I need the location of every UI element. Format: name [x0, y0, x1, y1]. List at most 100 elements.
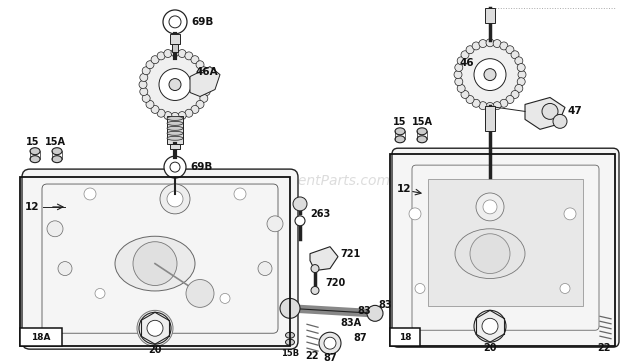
- Circle shape: [171, 112, 179, 120]
- Bar: [485, 8, 495, 23]
- Text: 263: 263: [310, 209, 330, 219]
- Circle shape: [479, 40, 487, 48]
- Circle shape: [139, 312, 171, 344]
- Circle shape: [455, 78, 463, 86]
- Text: 87: 87: [323, 353, 337, 363]
- Circle shape: [164, 156, 186, 178]
- Circle shape: [367, 305, 383, 321]
- Ellipse shape: [167, 131, 183, 135]
- Circle shape: [457, 84, 465, 92]
- Ellipse shape: [30, 148, 40, 155]
- Circle shape: [258, 262, 272, 276]
- FancyBboxPatch shape: [392, 148, 619, 347]
- Circle shape: [191, 56, 199, 64]
- Text: 721: 721: [340, 249, 360, 259]
- Circle shape: [474, 310, 506, 342]
- Circle shape: [151, 56, 159, 64]
- Circle shape: [461, 51, 469, 59]
- Circle shape: [311, 265, 319, 273]
- Bar: [170, 34, 180, 44]
- Text: ReplacementParts.com: ReplacementParts.com: [229, 174, 391, 188]
- Circle shape: [560, 284, 570, 293]
- Circle shape: [146, 61, 154, 69]
- Circle shape: [267, 216, 283, 232]
- Circle shape: [486, 102, 494, 110]
- Circle shape: [167, 191, 183, 207]
- Circle shape: [457, 57, 465, 65]
- Text: 22: 22: [597, 343, 611, 353]
- Circle shape: [200, 67, 208, 75]
- Circle shape: [472, 99, 480, 107]
- Circle shape: [142, 67, 150, 75]
- Circle shape: [133, 242, 177, 285]
- Bar: [20, 177, 290, 346]
- Text: 69B: 69B: [190, 162, 213, 172]
- Circle shape: [517, 64, 525, 71]
- Ellipse shape: [30, 156, 40, 163]
- Text: 47: 47: [567, 106, 582, 116]
- Circle shape: [474, 59, 506, 91]
- Circle shape: [140, 88, 148, 96]
- Ellipse shape: [167, 121, 183, 125]
- Circle shape: [500, 42, 508, 50]
- Circle shape: [171, 49, 179, 57]
- Text: 12: 12: [25, 202, 40, 212]
- Ellipse shape: [285, 332, 294, 338]
- Circle shape: [409, 208, 421, 220]
- Text: 15: 15: [393, 117, 407, 127]
- Circle shape: [143, 53, 207, 116]
- Circle shape: [517, 78, 525, 86]
- Circle shape: [185, 52, 193, 60]
- Bar: [485, 106, 495, 131]
- Circle shape: [139, 80, 147, 88]
- Circle shape: [164, 50, 172, 58]
- Circle shape: [196, 100, 204, 108]
- Circle shape: [542, 103, 558, 119]
- Text: 12: 12: [397, 184, 412, 194]
- Ellipse shape: [52, 148, 62, 155]
- Text: 46A: 46A: [196, 67, 219, 76]
- Circle shape: [415, 284, 425, 293]
- Bar: [428, 179, 583, 306]
- Circle shape: [146, 100, 154, 108]
- Circle shape: [169, 79, 181, 91]
- Circle shape: [564, 208, 576, 220]
- Circle shape: [47, 221, 63, 237]
- Text: 15A: 15A: [45, 137, 66, 147]
- Circle shape: [280, 298, 300, 318]
- Circle shape: [203, 80, 211, 88]
- Circle shape: [461, 91, 469, 98]
- Text: 46: 46: [460, 58, 475, 68]
- Ellipse shape: [417, 128, 427, 135]
- Circle shape: [515, 84, 523, 92]
- Circle shape: [137, 310, 173, 346]
- Circle shape: [164, 112, 172, 119]
- Ellipse shape: [417, 136, 427, 143]
- Circle shape: [163, 10, 187, 34]
- Circle shape: [178, 50, 186, 58]
- Text: 15B: 15B: [281, 349, 299, 357]
- Text: 83: 83: [357, 306, 371, 316]
- Circle shape: [196, 61, 204, 69]
- Bar: [172, 44, 178, 52]
- Text: 20: 20: [483, 343, 497, 353]
- Circle shape: [295, 216, 305, 226]
- Text: 720: 720: [325, 278, 345, 289]
- Ellipse shape: [167, 136, 183, 140]
- Circle shape: [311, 286, 319, 294]
- Circle shape: [169, 16, 181, 28]
- Circle shape: [95, 289, 105, 298]
- Circle shape: [466, 95, 474, 103]
- Circle shape: [458, 43, 522, 106]
- Circle shape: [185, 109, 193, 117]
- Circle shape: [157, 109, 165, 117]
- Circle shape: [293, 197, 307, 211]
- Circle shape: [186, 280, 214, 307]
- Polygon shape: [525, 98, 565, 129]
- Circle shape: [160, 184, 190, 214]
- Circle shape: [483, 200, 497, 214]
- Text: 22: 22: [305, 351, 319, 361]
- Text: 15: 15: [26, 137, 40, 147]
- Text: 20: 20: [148, 345, 162, 355]
- Circle shape: [178, 112, 186, 119]
